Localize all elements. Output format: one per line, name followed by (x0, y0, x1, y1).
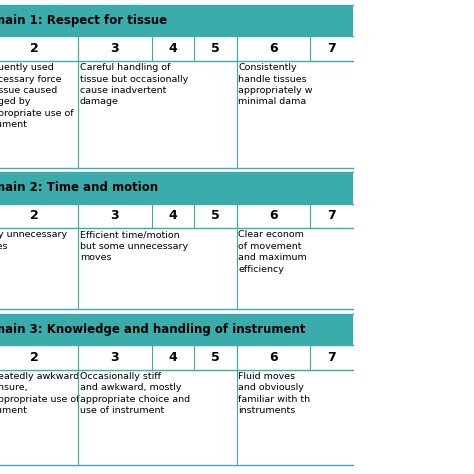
Text: 2: 2 (30, 42, 39, 55)
Text: Occasionally stiff
and awkward, mostly
appropriate choice and
use of instrument: Occasionally stiff and awkward, mostly a… (80, 372, 190, 415)
Bar (0, 5, 353, 36)
Text: 3: 3 (110, 42, 119, 55)
Bar (0, 204, 353, 228)
Text: ny unnecessary
ves: ny unnecessary ves (0, 230, 67, 251)
Text: 4: 4 (169, 210, 177, 222)
Text: quently used
ecessary force
tissue caused
aged by
ppropriate use of
rument: quently used ecessary force tissue cause… (0, 63, 73, 129)
Text: Clear econom
of movement
and maximum
efficiency: Clear econom of movement and maximum eff… (238, 230, 307, 274)
Text: 6: 6 (269, 351, 278, 364)
Text: Consistently
handle tissues
appropriately w
minimal dama: Consistently handle tissues appropriatel… (238, 63, 313, 107)
Text: main 3: Knowledge and handling of instrument: main 3: Knowledge and handling of instru… (0, 323, 305, 336)
Bar (0, 172, 353, 204)
Text: Fluid moves
and obviously
familiar with th
instruments: Fluid moves and obviously familiar with … (238, 372, 310, 415)
Bar (0, 345, 353, 370)
Text: main 1: Respect for tissue: main 1: Respect for tissue (0, 14, 167, 27)
Text: main 2: Time and motion: main 2: Time and motion (0, 182, 158, 194)
Text: 3: 3 (110, 210, 119, 222)
Text: 4: 4 (169, 351, 177, 364)
Text: 2: 2 (30, 351, 39, 364)
Text: 6: 6 (269, 210, 278, 222)
Text: 7: 7 (328, 42, 336, 55)
Text: 3: 3 (110, 351, 119, 364)
Text: Careful handling of
tissue but occasionally
cause inadvertent
damage: Careful handling of tissue but occasiona… (80, 63, 188, 107)
Text: peatedly awkward
unsure,
appropriate use of
rument: peatedly awkward unsure, appropriate use… (0, 372, 80, 415)
Text: 7: 7 (328, 351, 336, 364)
Bar (0, 370, 353, 465)
Bar (0, 313, 353, 345)
Bar (0, 61, 353, 167)
Text: 5: 5 (211, 42, 220, 55)
Text: 2: 2 (30, 210, 39, 222)
Text: 7: 7 (328, 210, 336, 222)
Bar (0, 228, 353, 309)
Text: 4: 4 (169, 42, 177, 55)
Bar (0, 36, 353, 61)
Text: 5: 5 (211, 351, 220, 364)
Text: Efficient time/motion
but some unnecessary
moves: Efficient time/motion but some unnecessa… (80, 230, 188, 263)
Text: 5: 5 (211, 210, 220, 222)
Text: 6: 6 (269, 42, 278, 55)
